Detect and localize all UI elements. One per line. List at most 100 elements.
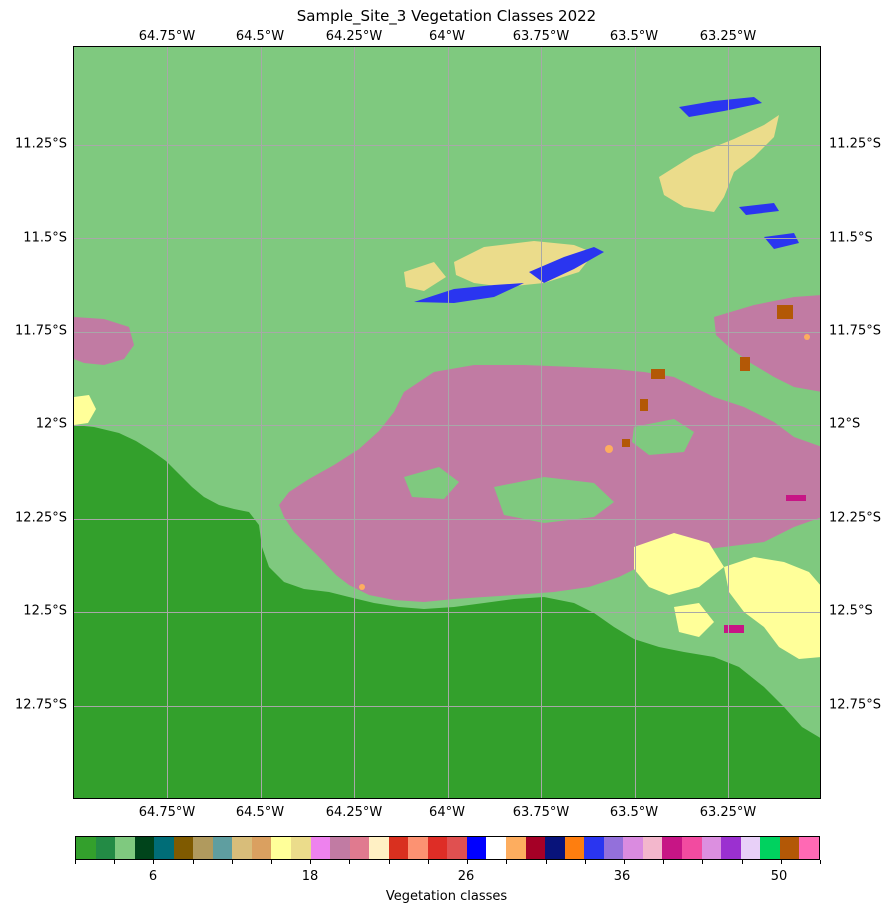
colorbar-swatch xyxy=(212,837,233,859)
colorbar-tick xyxy=(231,860,233,864)
colorbar-swatch xyxy=(760,837,780,859)
colorbar-tick xyxy=(545,860,547,864)
blue-class-strip xyxy=(739,203,779,215)
colorbar-swatch xyxy=(330,837,350,859)
orange-class-patch xyxy=(359,584,365,590)
colorbar xyxy=(75,836,820,860)
right-lat-label: 12.25°S xyxy=(829,510,881,526)
colorbar-label: Vegetation classes xyxy=(385,889,508,904)
colorbar-swatch xyxy=(466,837,487,859)
colorbar-swatch xyxy=(799,837,819,859)
brown-class-patch xyxy=(777,305,793,319)
yellow-class-patch xyxy=(634,533,724,595)
colorbar-swatch xyxy=(779,837,800,859)
magenta-class-patch xyxy=(724,625,744,633)
colorbar-tick xyxy=(153,860,155,864)
colorbar-swatch xyxy=(525,837,546,859)
right-lat-label: 11.75°S xyxy=(829,323,881,339)
tan-class-patch xyxy=(659,115,779,212)
colorbar-tick xyxy=(702,860,704,864)
blue-class-strip xyxy=(529,247,604,283)
colorbar-tick xyxy=(467,860,469,864)
bottom-lon-label: 63.75°W xyxy=(512,805,570,820)
left-lat-label: 11.75°S xyxy=(15,323,67,339)
colorbar-tick xyxy=(192,860,194,864)
colorbar-swatch xyxy=(584,837,604,859)
right-lat-label: 12.75°S xyxy=(829,697,881,713)
green-field-patch xyxy=(632,419,694,455)
map-title: Sample_Site_3 Vegetation Classes 2022 xyxy=(296,7,597,25)
green-field-patch xyxy=(494,477,614,523)
colorbar-swatch xyxy=(545,837,565,859)
right-lat-label: 12°S xyxy=(829,416,861,432)
purple-class-region xyxy=(74,317,134,365)
top-lon-label: 64.75°W xyxy=(138,29,196,44)
colorbar-tick xyxy=(741,860,743,864)
colorbar-tick-label: 18 xyxy=(301,869,319,884)
bottom-lon-label: 64.5°W xyxy=(235,805,285,820)
left-lat-label: 12°S xyxy=(35,416,67,432)
top-lon-label: 63.25°W xyxy=(699,29,757,44)
colorbar-swatch xyxy=(642,837,663,859)
brown-class-patch xyxy=(651,369,665,379)
gridlines xyxy=(74,47,820,798)
colorbar-swatch xyxy=(349,837,370,859)
brown-class-patch xyxy=(640,399,648,411)
colorbar-tick xyxy=(820,860,821,864)
colorbar-tick xyxy=(584,860,586,864)
colorbar-swatch xyxy=(662,837,682,859)
blue-class-strip xyxy=(764,233,799,249)
bottom-lon-label: 64.25°W xyxy=(325,805,383,820)
top-lon-label: 63.75°W xyxy=(512,29,570,44)
left-lat-label: 11.25°S xyxy=(15,136,67,152)
colorbar-swatch xyxy=(310,837,331,859)
colorbar-swatch xyxy=(369,837,389,859)
yellow-class-patch xyxy=(674,603,714,637)
colorbar-swatch xyxy=(232,837,252,859)
colorbar-swatch xyxy=(76,837,96,859)
bottom-lon-label: 63.25°W xyxy=(699,805,757,820)
colorbar-tick-label: 26 xyxy=(457,869,475,884)
right-lat-label: 12.5°S xyxy=(829,603,873,619)
top-lon-label: 63.5°W xyxy=(609,29,659,44)
colorbar-tick xyxy=(623,860,625,864)
colorbar-tick xyxy=(663,860,665,864)
colorbar-tick-label: 36 xyxy=(613,869,631,884)
top-lon-label: 64°W xyxy=(429,29,465,44)
yellow-class-patch xyxy=(724,557,820,659)
colorbar-swatch xyxy=(427,837,448,859)
blue-class-strip xyxy=(679,97,762,117)
magenta-class-patch xyxy=(786,495,806,501)
colorbar-swatch xyxy=(251,837,272,859)
colorbar-swatch xyxy=(408,837,428,859)
colorbar-swatch xyxy=(447,837,467,859)
colorbar-swatch xyxy=(193,837,213,859)
colorbar-swatch xyxy=(623,837,643,859)
top-lon-label: 64.25°W xyxy=(325,29,383,44)
colorbar-tick-label: 50 xyxy=(770,869,788,884)
colorbar-swatch xyxy=(291,837,311,859)
blue-class-strip xyxy=(414,283,524,303)
colorbar-swatch xyxy=(173,837,194,859)
bottom-lon-label: 64°W xyxy=(429,805,465,820)
colorbar-swatch xyxy=(506,837,526,859)
brown-class-patch xyxy=(740,357,750,371)
colorbar-tick-label: 6 xyxy=(148,869,158,884)
colorbar-swatch xyxy=(681,837,702,859)
green-field-patch xyxy=(404,467,459,499)
map-panel[interactable] xyxy=(73,46,821,799)
vegetation-map xyxy=(74,47,820,798)
colorbar-swatch xyxy=(388,837,409,859)
colorbar-swatch xyxy=(134,837,155,859)
right-lat-label: 11.25°S xyxy=(829,136,881,152)
colorbar-swatch xyxy=(603,837,624,859)
left-lat-label: 12.5°S xyxy=(23,603,67,619)
dark-green-class-region xyxy=(74,425,820,798)
colorbar-tick xyxy=(780,860,782,864)
colorbar-swatch xyxy=(564,837,585,859)
colorbar-tick xyxy=(349,860,351,864)
colorbar-tick xyxy=(114,860,116,864)
colorbar-tick xyxy=(427,860,429,864)
colorbar-swatch xyxy=(154,837,174,859)
colorbar-swatch xyxy=(701,837,722,859)
